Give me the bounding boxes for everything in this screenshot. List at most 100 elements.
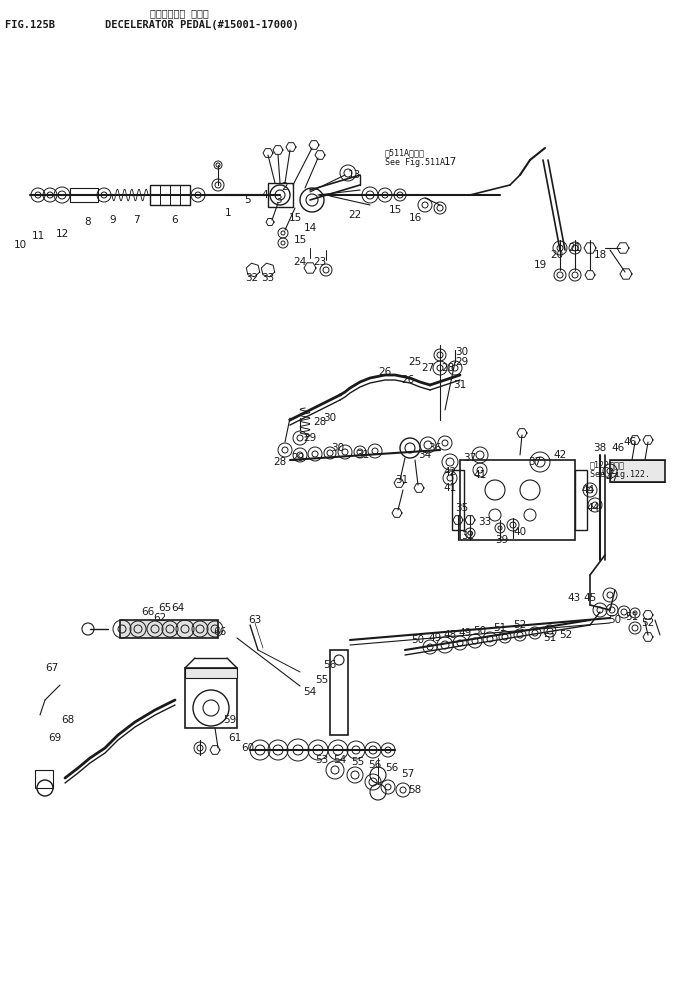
Text: 21: 21 bbox=[569, 243, 582, 253]
Text: 33: 33 bbox=[478, 517, 492, 527]
Text: 54: 54 bbox=[303, 687, 316, 697]
Text: 5: 5 bbox=[245, 195, 251, 205]
Bar bbox=[35, 770, 53, 788]
Text: 54: 54 bbox=[334, 755, 347, 765]
Text: 33: 33 bbox=[262, 273, 275, 283]
Text: 56: 56 bbox=[369, 760, 382, 770]
Text: 51: 51 bbox=[625, 612, 638, 622]
Text: 65: 65 bbox=[158, 603, 172, 613]
Text: 56: 56 bbox=[386, 763, 399, 773]
Text: 42: 42 bbox=[553, 450, 566, 460]
Text: 24: 24 bbox=[293, 257, 307, 267]
Text: 63: 63 bbox=[249, 615, 262, 625]
Text: 62: 62 bbox=[153, 613, 166, 623]
Text: 31: 31 bbox=[453, 380, 466, 390]
Text: 13: 13 bbox=[347, 170, 360, 180]
Text: 26: 26 bbox=[401, 375, 414, 385]
Text: 15: 15 bbox=[388, 205, 401, 215]
Text: 6: 6 bbox=[172, 215, 178, 225]
Bar bbox=[70, 188, 98, 202]
Text: 19: 19 bbox=[534, 260, 547, 270]
Text: 1: 1 bbox=[225, 208, 232, 218]
Text: 4: 4 bbox=[262, 190, 269, 200]
Text: 25: 25 bbox=[408, 357, 422, 367]
Text: 10: 10 bbox=[14, 240, 27, 250]
Text: 8: 8 bbox=[85, 217, 91, 227]
Text: 34: 34 bbox=[419, 450, 432, 460]
Text: 48: 48 bbox=[443, 630, 457, 640]
Text: 51: 51 bbox=[493, 623, 507, 633]
Bar bbox=[268, 183, 293, 207]
Text: FIG.125B        DECELERATOR PEDAL(#15001-17000): FIG.125B DECELERATOR PEDAL(#15001-17000) bbox=[5, 20, 299, 30]
Text: 16: 16 bbox=[408, 213, 422, 223]
Text: 32: 32 bbox=[462, 531, 475, 541]
Text: 51: 51 bbox=[543, 633, 557, 643]
Text: 14: 14 bbox=[303, 223, 316, 233]
Text: 59: 59 bbox=[223, 715, 236, 725]
Text: 47: 47 bbox=[606, 473, 619, 483]
Text: 44: 44 bbox=[582, 485, 595, 495]
Text: 52: 52 bbox=[560, 630, 573, 640]
Text: 38: 38 bbox=[593, 443, 607, 453]
Text: 44: 44 bbox=[586, 503, 599, 513]
Text: 31: 31 bbox=[356, 450, 370, 460]
Text: 43: 43 bbox=[567, 593, 581, 603]
Text: 37: 37 bbox=[463, 453, 477, 463]
Text: 55: 55 bbox=[315, 675, 329, 685]
Text: 30: 30 bbox=[332, 443, 345, 453]
Text: 49: 49 bbox=[428, 633, 442, 643]
Text: 50: 50 bbox=[412, 635, 425, 645]
Text: 50: 50 bbox=[473, 626, 486, 636]
Bar bbox=[185, 668, 237, 728]
Text: 28: 28 bbox=[273, 457, 286, 467]
Text: 27: 27 bbox=[421, 363, 434, 373]
Text: 45: 45 bbox=[584, 593, 597, 603]
Bar bbox=[120, 620, 218, 638]
Bar bbox=[460, 460, 575, 540]
Text: 42: 42 bbox=[443, 467, 457, 477]
Text: 40: 40 bbox=[514, 527, 527, 537]
Bar bbox=[330, 650, 348, 735]
Text: 15: 15 bbox=[293, 235, 307, 245]
Text: 67: 67 bbox=[45, 663, 59, 673]
Text: 66: 66 bbox=[141, 607, 155, 617]
Text: 28: 28 bbox=[313, 417, 327, 427]
Text: 23: 23 bbox=[313, 257, 327, 267]
Text: 2: 2 bbox=[282, 182, 288, 192]
Text: 9: 9 bbox=[110, 215, 116, 225]
Text: 41: 41 bbox=[443, 483, 457, 493]
Text: 20: 20 bbox=[551, 250, 564, 260]
Text: 29: 29 bbox=[456, 357, 469, 367]
Text: 35: 35 bbox=[456, 503, 469, 513]
Text: 12: 12 bbox=[55, 229, 68, 239]
Text: 26: 26 bbox=[378, 367, 392, 377]
Text: 58: 58 bbox=[408, 785, 422, 795]
Bar bbox=[150, 185, 190, 205]
Text: 57: 57 bbox=[401, 769, 414, 779]
Text: 7: 7 bbox=[133, 215, 139, 225]
Text: 32: 32 bbox=[245, 273, 259, 283]
Text: 60: 60 bbox=[241, 743, 255, 753]
Text: 18: 18 bbox=[593, 250, 607, 260]
Text: 52: 52 bbox=[641, 618, 655, 628]
Text: 11: 11 bbox=[32, 231, 45, 241]
Text: 66: 66 bbox=[213, 627, 227, 637]
Text: 61: 61 bbox=[228, 733, 242, 743]
Text: 49: 49 bbox=[458, 628, 472, 638]
Text: 50: 50 bbox=[608, 615, 621, 625]
Text: 29: 29 bbox=[303, 433, 316, 443]
Text: 37: 37 bbox=[528, 457, 542, 467]
Text: 68: 68 bbox=[62, 715, 75, 725]
Text: 31: 31 bbox=[395, 475, 409, 485]
Text: 39: 39 bbox=[495, 535, 509, 545]
Text: 3: 3 bbox=[275, 195, 282, 205]
Bar bbox=[575, 470, 587, 530]
Text: 46: 46 bbox=[612, 443, 625, 453]
Bar bbox=[452, 470, 464, 530]
Bar bbox=[185, 668, 237, 678]
Text: 56: 56 bbox=[323, 660, 336, 670]
Text: 64: 64 bbox=[171, 603, 185, 613]
Text: 41: 41 bbox=[473, 470, 486, 480]
Bar bbox=[610, 460, 665, 482]
Text: デセラレータ ペダル: デセラレータ ペダル bbox=[150, 8, 209, 18]
